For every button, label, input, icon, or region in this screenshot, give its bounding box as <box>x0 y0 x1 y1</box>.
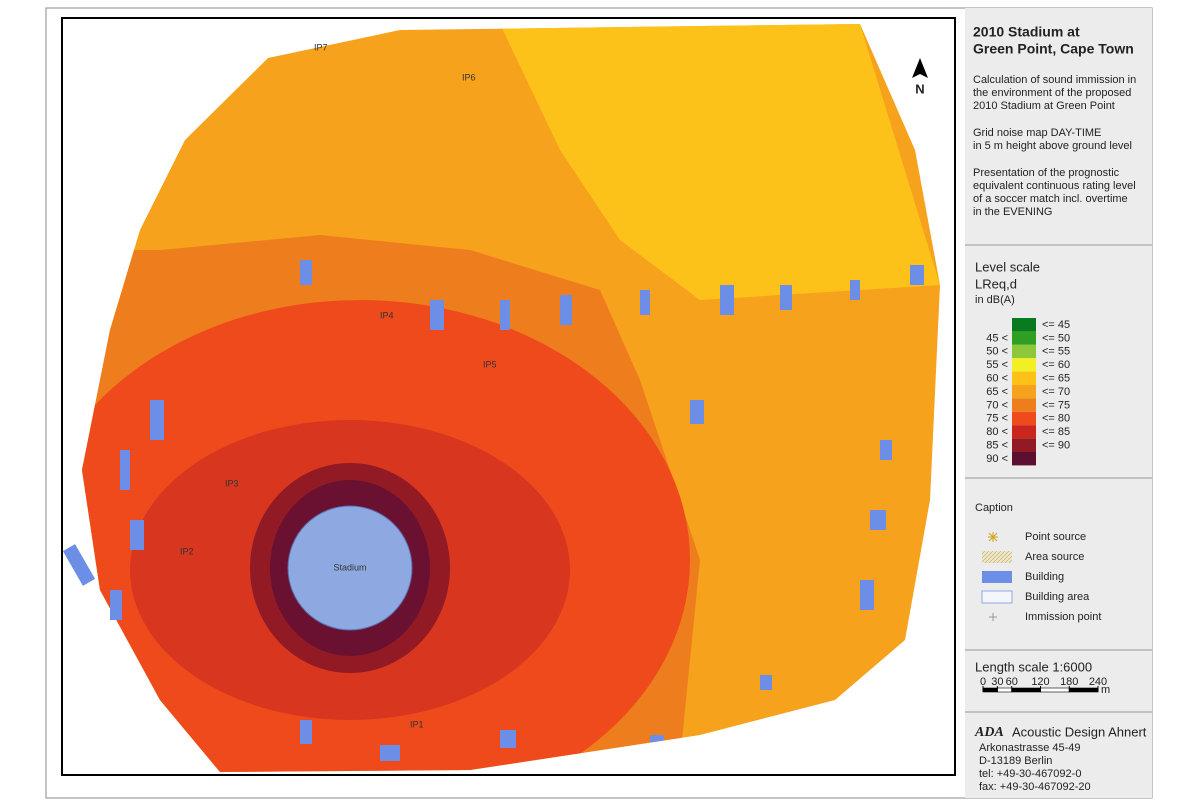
point-source-icon <box>988 532 998 542</box>
level-to: <= 90 <box>1042 440 1070 452</box>
level-from: 60 < <box>986 373 1008 385</box>
scale-segment <box>1040 687 1070 693</box>
building-icon <box>982 571 1012 583</box>
description-line: the environment of the proposed <box>973 87 1131 99</box>
company-line: Arkonastrasse 45-49 <box>979 742 1081 754</box>
level-swatch <box>1012 398 1036 412</box>
buildings <box>120 260 924 761</box>
level-swatch <box>1012 411 1036 426</box>
ip-label: IP7 <box>314 42 328 52</box>
ip-label: IP4 <box>380 310 394 320</box>
description-line: Calculation of sound immission in <box>973 74 1136 86</box>
length-title: Length scale 1:6000 <box>975 659 1092 674</box>
description-line: in the EVENING <box>973 206 1052 218</box>
level-from: 75 < <box>986 413 1008 425</box>
description-line: of a soccer match incl. overtime <box>973 193 1128 205</box>
description-line: Presentation of the prognostic <box>973 167 1120 179</box>
level-swatch <box>1012 358 1036 372</box>
level-from: 55 < <box>986 359 1008 371</box>
level-from: 50 < <box>986 346 1008 358</box>
scale-unit: m <box>1101 684 1110 696</box>
level-to: <= 80 <box>1042 413 1070 425</box>
stadium <box>287 505 413 631</box>
title: Green Point, Cape Town <box>973 41 1134 57</box>
level-from: 85 < <box>986 440 1008 452</box>
caption-item: Building <box>1025 571 1064 583</box>
scale-tick-label: 0 <box>980 676 986 688</box>
caption-item: Point source <box>1025 531 1086 543</box>
level-to: <= 45 <box>1042 319 1070 331</box>
level-swatch <box>1012 452 1036 466</box>
scale-tick-label: 30 <box>991 676 1003 688</box>
outer-buildings <box>62 544 122 620</box>
scale-segment <box>997 687 1013 693</box>
level-to: <= 85 <box>1042 426 1070 438</box>
caption-item: Immission point <box>1025 611 1101 623</box>
stadium-label: Stadium <box>333 562 366 572</box>
level-from: 70 < <box>986 399 1008 411</box>
company-line: fax: +49-30-467092-20 <box>979 781 1091 793</box>
ip-label: IP3 <box>225 478 239 488</box>
north-label: N <box>915 81 924 96</box>
caption-item: Area source <box>1025 551 1084 563</box>
scale-segment <box>1011 687 1041 693</box>
level-swatch <box>1012 318 1036 332</box>
level-quantity: LReq,d <box>975 276 1017 291</box>
scale-segment <box>1068 687 1099 693</box>
level-swatch <box>1012 371 1036 385</box>
title: 2010 Stadium at <box>973 24 1080 40</box>
scale-segment <box>982 687 998 693</box>
level-to: <= 50 <box>1042 332 1070 344</box>
caption-item: Building area <box>1025 591 1090 603</box>
zone-65 <box>500 24 940 300</box>
level-swatch <box>1012 331 1036 345</box>
scale-tick-label: 60 <box>1006 676 1018 688</box>
ip-label: IP6 <box>462 72 476 82</box>
level-to: <= 75 <box>1042 399 1070 411</box>
ip-label: IP5 <box>483 359 497 369</box>
level-from: 90 < <box>986 453 1008 465</box>
level-swatch <box>1012 425 1036 439</box>
level-from: 45 < <box>986 332 1008 344</box>
ip-label: IP2 <box>180 546 194 556</box>
description-line: 2010 Stadium at Green Point <box>973 100 1115 112</box>
building-area-icon <box>981 590 1013 604</box>
level-swatch <box>1012 344 1036 359</box>
level-title: Level scale <box>975 259 1040 274</box>
ip-label: IP1 <box>410 719 424 729</box>
north-arrow <box>912 58 928 78</box>
level-to: <= 70 <box>1042 386 1070 398</box>
description-line: equivalent continuous rating level <box>973 180 1136 192</box>
description-line: in 5 m height above ground level <box>973 140 1132 152</box>
level-from: 80 < <box>986 426 1008 438</box>
company-line: D-13189 Berlin <box>979 755 1052 767</box>
level-to: <= 65 <box>1042 373 1070 385</box>
scale-tick-label: 180 <box>1060 676 1078 688</box>
scale-tick-label: 240 <box>1089 676 1107 688</box>
panel-bg <box>965 8 1152 798</box>
scale-tick-label: 120 <box>1031 676 1049 688</box>
level-to: <= 60 <box>1042 359 1070 371</box>
company-name: Acoustic Design Ahnert <box>1012 724 1147 739</box>
company-line: tel: +49-30-467092-0 <box>979 768 1081 780</box>
legend-panel: Level scale LReq,d in dB(A) Caption Leng… <box>965 8 1152 798</box>
level-to: <= 55 <box>1042 346 1070 358</box>
area-source-icon <box>982 551 1012 563</box>
level-swatch <box>1012 385 1036 399</box>
description-line: Grid noise map DAY-TIME <box>973 127 1101 139</box>
caption-title: Caption <box>975 502 1013 514</box>
level-unit: in dB(A) <box>975 294 1015 306</box>
level-from: 65 < <box>986 386 1008 398</box>
company-logo: ADA <box>974 725 1004 740</box>
immission-point-icon <box>989 613 997 621</box>
level-swatch <box>1012 438 1036 452</box>
